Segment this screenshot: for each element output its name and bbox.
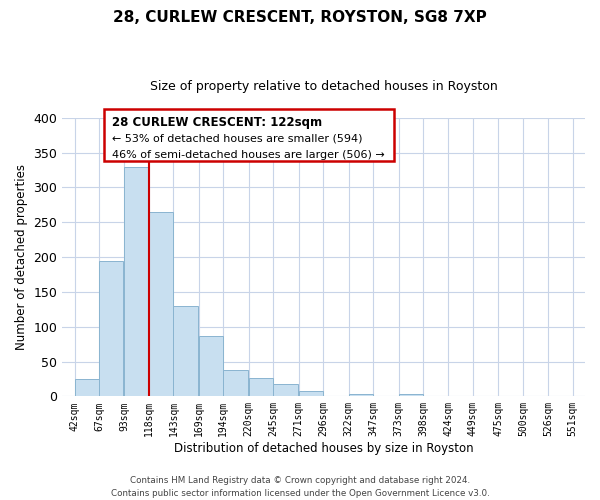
Y-axis label: Number of detached properties: Number of detached properties xyxy=(15,164,28,350)
Bar xyxy=(74,379,99,396)
FancyBboxPatch shape xyxy=(104,110,394,161)
Bar xyxy=(273,384,298,396)
Bar xyxy=(173,306,198,396)
Title: Size of property relative to detached houses in Royston: Size of property relative to detached ho… xyxy=(150,80,497,93)
Bar xyxy=(149,212,173,396)
Bar xyxy=(398,394,423,396)
Text: Contains HM Land Registry data © Crown copyright and database right 2024.
Contai: Contains HM Land Registry data © Crown c… xyxy=(110,476,490,498)
Bar xyxy=(99,261,124,396)
Text: 28, CURLEW CRESCENT, ROYSTON, SG8 7XP: 28, CURLEW CRESCENT, ROYSTON, SG8 7XP xyxy=(113,10,487,25)
X-axis label: Distribution of detached houses by size in Royston: Distribution of detached houses by size … xyxy=(174,442,473,455)
Bar xyxy=(349,394,373,396)
Bar xyxy=(299,391,323,396)
Bar xyxy=(223,370,248,396)
Text: 46% of semi-detached houses are larger (506) →: 46% of semi-detached houses are larger (… xyxy=(112,150,385,160)
Bar xyxy=(249,378,273,396)
Text: ← 53% of detached houses are smaller (594): ← 53% of detached houses are smaller (59… xyxy=(112,133,362,143)
Text: 28 CURLEW CRESCENT: 122sqm: 28 CURLEW CRESCENT: 122sqm xyxy=(112,116,322,130)
Bar xyxy=(199,336,223,396)
Bar xyxy=(124,166,149,396)
